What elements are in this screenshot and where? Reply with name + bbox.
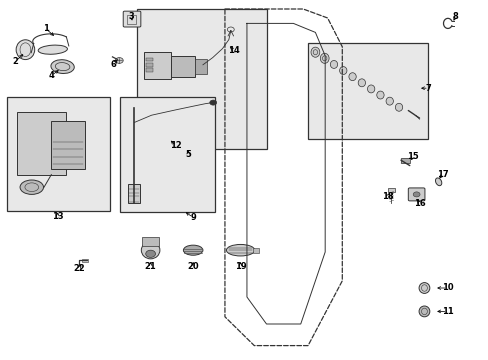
Bar: [387, 188, 394, 192]
Text: 9: 9: [190, 213, 196, 222]
Text: 14: 14: [227, 46, 239, 55]
Text: 3: 3: [128, 12, 134, 21]
Ellipse shape: [16, 40, 35, 59]
Text: 22: 22: [73, 264, 85, 273]
Bar: [194, 59, 206, 74]
Circle shape: [412, 192, 419, 197]
Ellipse shape: [366, 85, 374, 93]
Text: 4: 4: [48, 71, 54, 80]
Bar: [82, 259, 88, 262]
Ellipse shape: [330, 60, 337, 68]
Circle shape: [145, 250, 155, 257]
Bar: [145, 63, 153, 67]
Ellipse shape: [394, 103, 402, 111]
Ellipse shape: [418, 283, 429, 293]
Text: 20: 20: [187, 262, 199, 271]
Ellipse shape: [51, 60, 74, 73]
Ellipse shape: [418, 306, 429, 317]
Text: 17: 17: [436, 170, 447, 179]
Text: 5: 5: [185, 150, 191, 158]
Bar: [51, 121, 84, 169]
Bar: [120, 97, 215, 212]
Bar: [128, 184, 140, 203]
FancyBboxPatch shape: [407, 188, 424, 201]
Text: 16: 16: [413, 199, 425, 208]
FancyBboxPatch shape: [123, 11, 141, 27]
Bar: [17, 112, 66, 175]
Text: 11: 11: [441, 307, 452, 316]
Bar: [400, 158, 409, 163]
Text: 6: 6: [110, 60, 116, 69]
Circle shape: [115, 58, 123, 63]
Ellipse shape: [386, 97, 392, 105]
Ellipse shape: [310, 47, 319, 57]
Ellipse shape: [183, 245, 203, 255]
Ellipse shape: [141, 242, 160, 259]
Ellipse shape: [226, 244, 254, 256]
Circle shape: [209, 100, 216, 105]
Bar: [144, 52, 171, 79]
Text: 1: 1: [43, 24, 49, 33]
Ellipse shape: [348, 73, 355, 81]
Text: 12: 12: [170, 141, 182, 150]
Ellipse shape: [339, 67, 346, 75]
Bar: [145, 58, 153, 61]
Ellipse shape: [38, 45, 67, 54]
Bar: [7, 97, 110, 211]
Bar: [145, 68, 153, 72]
Bar: [171, 56, 194, 77]
Bar: [137, 9, 266, 149]
Text: 2: 2: [13, 57, 19, 66]
Text: 7: 7: [425, 84, 431, 93]
Ellipse shape: [357, 79, 365, 87]
Text: 13: 13: [52, 212, 63, 221]
Text: 18: 18: [381, 192, 393, 201]
Bar: [127, 15, 136, 24]
Text: 19: 19: [234, 262, 246, 271]
Ellipse shape: [376, 91, 384, 99]
Text: 21: 21: [144, 262, 156, 271]
Ellipse shape: [435, 178, 441, 186]
Ellipse shape: [20, 180, 43, 194]
Ellipse shape: [320, 53, 328, 63]
Text: 8: 8: [452, 12, 458, 21]
Bar: [142, 237, 159, 246]
Bar: [307, 43, 427, 139]
Text: 10: 10: [441, 284, 452, 292]
Text: 15: 15: [407, 152, 418, 161]
Bar: [253, 248, 259, 253]
